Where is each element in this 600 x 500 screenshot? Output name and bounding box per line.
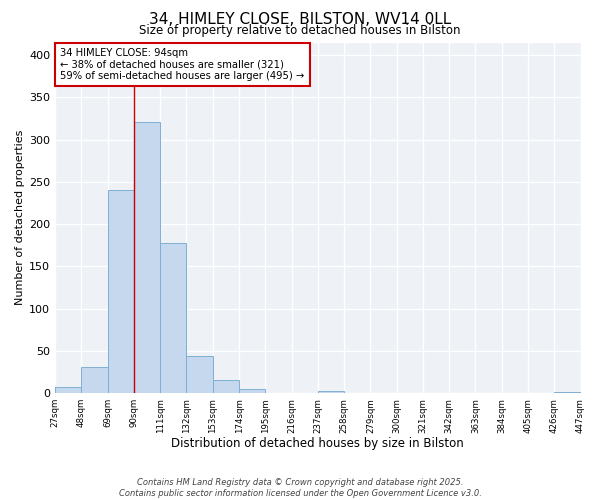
- Bar: [82, 367, 107, 393]
- Bar: [554, 392, 581, 393]
- Bar: [213, 380, 239, 393]
- Text: 34 HIMLEY CLOSE: 94sqm
← 38% of detached houses are smaller (321)
59% of semi-de: 34 HIMLEY CLOSE: 94sqm ← 38% of detached…: [61, 48, 305, 81]
- Bar: [239, 389, 265, 393]
- Bar: [107, 190, 134, 393]
- Text: 34, HIMLEY CLOSE, BILSTON, WV14 0LL: 34, HIMLEY CLOSE, BILSTON, WV14 0LL: [149, 12, 451, 28]
- Bar: [160, 242, 187, 393]
- Text: Contains HM Land Registry data © Crown copyright and database right 2025.
Contai: Contains HM Land Registry data © Crown c…: [119, 478, 481, 498]
- Bar: [318, 390, 344, 393]
- Bar: [187, 356, 213, 393]
- Y-axis label: Number of detached properties: Number of detached properties: [15, 130, 25, 306]
- X-axis label: Distribution of detached houses by size in Bilston: Distribution of detached houses by size …: [172, 437, 464, 450]
- Bar: [55, 387, 82, 393]
- Text: Size of property relative to detached houses in Bilston: Size of property relative to detached ho…: [139, 24, 461, 37]
- Bar: [134, 122, 160, 393]
